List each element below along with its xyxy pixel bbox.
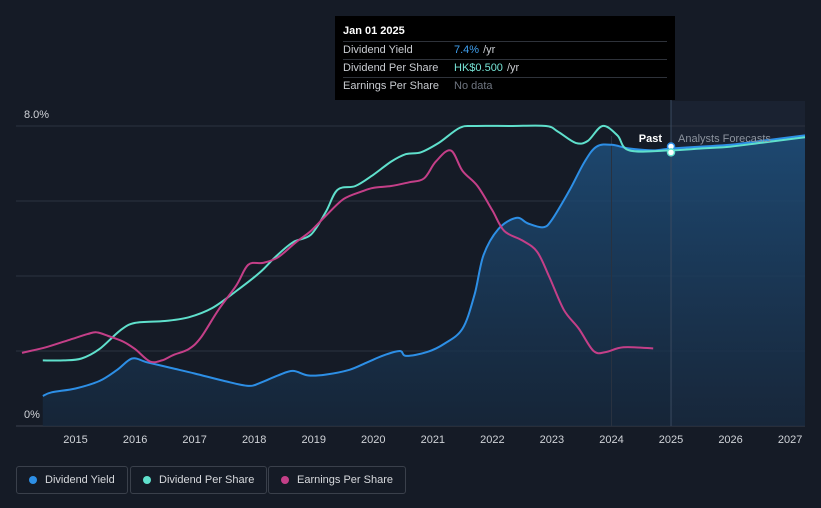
x-tick-label: 2025 xyxy=(659,434,683,446)
x-tick-label: 2022 xyxy=(480,434,504,446)
earnings-per-share-line[interactable] xyxy=(21,149,654,364)
legend-dividend-yield[interactable]: Dividend Yield xyxy=(16,466,128,494)
x-tick-label: 2021 xyxy=(421,434,445,446)
tooltip-unit: /yr xyxy=(506,62,520,74)
x-tick-label: 2027 xyxy=(778,434,802,446)
x-tick-label: 2018 xyxy=(242,434,266,446)
legend-dot-icon xyxy=(143,476,151,484)
x-tick-label: 2026 xyxy=(718,434,742,446)
x-tick-label: 2020 xyxy=(361,434,385,446)
dividend-yield-line[interactable] xyxy=(42,134,806,397)
tooltip-value: HK$0.500 xyxy=(454,62,503,74)
tooltip-row-dividend-per-share: Dividend Per Share HK$0.500 /yr xyxy=(343,59,667,77)
tooltip-value: No data xyxy=(454,80,493,92)
tooltip-row-dividend-yield: Dividend Yield 7.4% /yr xyxy=(343,41,667,59)
legend-label: Dividend Yield xyxy=(45,474,115,486)
tooltip-label: Dividend Yield xyxy=(343,44,413,56)
tooltip: Jan 01 2025 Dividend Yield 7.4% /yr Divi… xyxy=(335,16,675,100)
dps-hover-marker xyxy=(666,148,676,157)
x-tick-label: 2017 xyxy=(182,434,206,446)
tooltip-date: Jan 01 2025 xyxy=(343,25,405,37)
x-tick-label: 2015 xyxy=(63,434,87,446)
dividend-per-share-line[interactable] xyxy=(42,124,806,362)
x-tick-label: 2016 xyxy=(123,434,147,446)
legend-dividend-per-share[interactable]: Dividend Per Share xyxy=(130,466,268,494)
legend-label: Earnings Per Share xyxy=(297,474,393,486)
x-tick-label: 2023 xyxy=(540,434,564,446)
tooltip-label: Dividend Per Share xyxy=(343,62,439,74)
x-tick-label: 2019 xyxy=(301,434,325,446)
hover-markers xyxy=(666,142,676,157)
past-label: Past xyxy=(639,133,663,145)
y-axis-top-label: 8.0% xyxy=(24,109,49,121)
legend-dot-icon xyxy=(281,476,289,484)
dividend-yield-area xyxy=(42,135,806,426)
legend-dot-icon xyxy=(29,476,37,484)
y-axis-bottom-label: 0% xyxy=(24,409,40,421)
tooltip-unit: /yr xyxy=(483,44,496,56)
tooltip-label: Earnings Per Share xyxy=(343,80,439,92)
legend-label: Dividend Per Share xyxy=(159,474,255,486)
x-tick-label: 2024 xyxy=(599,434,623,446)
x-axis-ticks: 2015 2016 2017 2018 2019 2020 2021 2022 2023 2024… xyxy=(63,434,802,446)
tooltip-row-earnings-per-share: Earnings Per Share No data xyxy=(343,77,667,95)
analysts-forecasts-label: Analysts Forecasts xyxy=(678,133,771,145)
tooltip-value: 7.4% xyxy=(454,44,480,56)
legend-earnings-per-share[interactable]: Earnings Per Share xyxy=(268,466,406,494)
